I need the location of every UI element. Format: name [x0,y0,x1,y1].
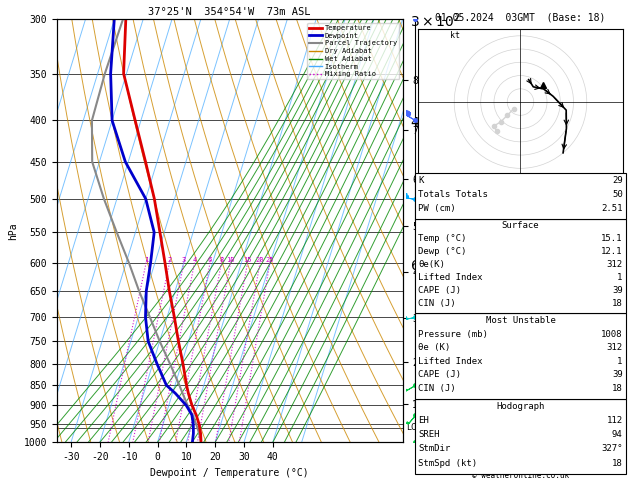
Text: θe(K): θe(K) [418,260,445,269]
Text: Surface: Surface [502,221,539,230]
Text: 18: 18 [612,384,623,393]
Text: 18: 18 [612,459,623,468]
Text: 01.05.2024  03GMT  (Base: 18): 01.05.2024 03GMT (Base: 18) [435,12,606,22]
Text: 25: 25 [265,257,274,263]
Text: 1008: 1008 [601,330,623,339]
Text: 1: 1 [617,357,623,366]
Text: 4: 4 [192,257,197,263]
Text: 15: 15 [243,257,252,263]
Legend: Temperature, Dewpoint, Parcel Trajectory, Dry Adiabat, Wet Adiabat, Isotherm, Mi: Temperature, Dewpoint, Parcel Trajectory… [308,23,399,80]
Text: 18: 18 [612,299,623,308]
Text: 29: 29 [612,176,623,185]
Text: 2: 2 [167,257,172,263]
Text: Most Unstable: Most Unstable [486,316,555,326]
Y-axis label: km
ASL: km ASL [462,222,484,240]
Text: 10: 10 [226,257,235,263]
Text: CAPE (J): CAPE (J) [418,286,461,295]
Text: 39: 39 [612,370,623,380]
Text: CAPE (J): CAPE (J) [418,370,461,380]
Text: 327°: 327° [601,445,623,453]
Text: Lifted Index: Lifted Index [418,357,483,366]
Text: PW (cm): PW (cm) [418,204,456,213]
Text: 3: 3 [182,257,186,263]
Text: Pressure (mb): Pressure (mb) [418,330,488,339]
Text: 37°25'N  354°54'W  73m ASL: 37°25'N 354°54'W 73m ASL [148,7,311,17]
Text: 2.51: 2.51 [601,204,623,213]
Text: Mixing Ratio (g/kg): Mixing Ratio (g/kg) [420,183,429,278]
Text: Totals Totals: Totals Totals [418,190,488,199]
Text: 1: 1 [617,273,623,282]
Text: EH: EH [418,416,429,425]
Text: CIN (J): CIN (J) [418,384,456,393]
Text: Dewp (°C): Dewp (°C) [418,247,467,256]
Text: Hodograph: Hodograph [496,402,545,411]
Text: 20: 20 [256,257,264,263]
Text: 112: 112 [606,416,623,425]
Text: 15.1: 15.1 [601,234,623,243]
Text: θe (K): θe (K) [418,344,450,352]
Text: © weatheronline.co.uk: © weatheronline.co.uk [472,471,569,480]
Text: 39: 39 [612,286,623,295]
Text: Lifted Index: Lifted Index [418,273,483,282]
Text: Temp (°C): Temp (°C) [418,234,467,243]
Text: SREH: SREH [418,430,440,439]
Text: 6: 6 [208,257,212,263]
Text: 94: 94 [612,430,623,439]
Text: StmDir: StmDir [418,445,450,453]
X-axis label: Dewpoint / Temperature (°C): Dewpoint / Temperature (°C) [150,468,309,478]
Text: 312: 312 [606,344,623,352]
Text: LCL: LCL [406,423,421,433]
Text: 8: 8 [220,257,223,263]
Text: StmSpd (kt): StmSpd (kt) [418,459,477,468]
Text: 1: 1 [144,257,148,263]
Text: 12.1: 12.1 [601,247,623,256]
Text: 50: 50 [612,190,623,199]
Text: kt: kt [450,32,460,40]
Text: K: K [418,176,424,185]
Text: 312: 312 [606,260,623,269]
Y-axis label: hPa: hPa [8,222,18,240]
Text: CIN (J): CIN (J) [418,299,456,308]
